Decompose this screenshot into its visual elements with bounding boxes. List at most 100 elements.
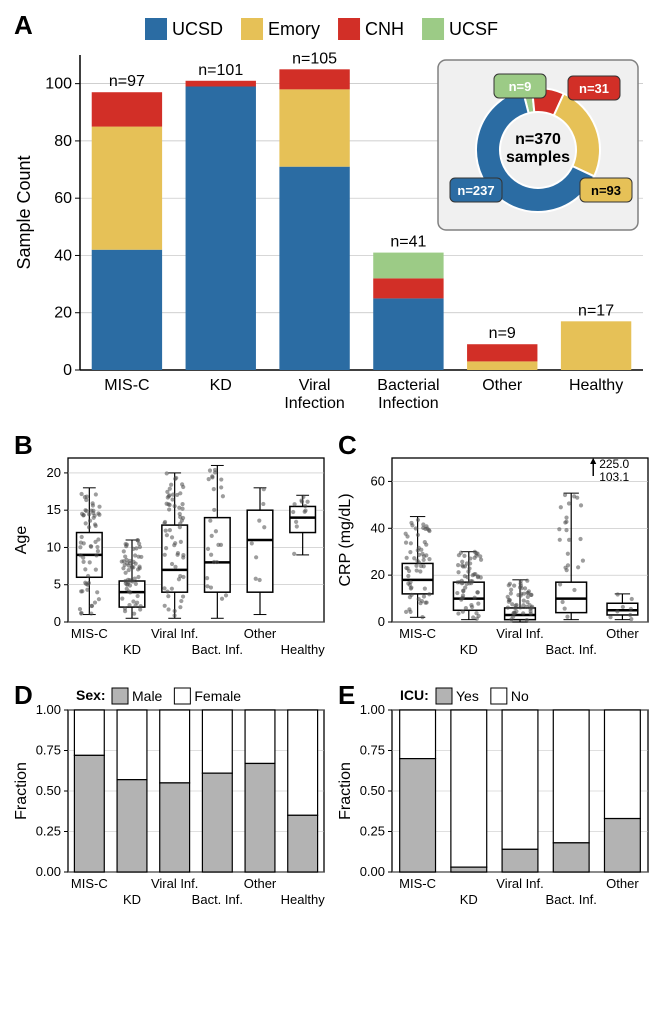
svg-text:Fraction: Fraction	[13, 762, 30, 820]
svg-text:Bact. Inf.: Bact. Inf.	[192, 642, 243, 657]
svg-text:0.25: 0.25	[36, 824, 61, 839]
svg-text:Viral: Viral	[299, 377, 331, 394]
svg-text:Male: Male	[132, 688, 163, 704]
svg-text:Sex:: Sex:	[76, 687, 106, 703]
svg-text:Sample Count: Sample Count	[14, 155, 34, 269]
svg-text:20: 20	[54, 305, 72, 322]
svg-text:KD: KD	[460, 642, 478, 657]
svg-text:0.75: 0.75	[36, 743, 61, 758]
svg-text:0.75: 0.75	[360, 743, 385, 758]
svg-text:Fraction: Fraction	[337, 762, 354, 820]
svg-text:CRP (mg/dL): CRP (mg/dL)	[337, 493, 354, 586]
svg-text:Healthy: Healthy	[281, 892, 326, 907]
svg-text:samples: samples	[506, 149, 570, 166]
svg-text:Age: Age	[13, 526, 30, 555]
panel-a: A 0 20 40 60 80 100 Sample Count n=97 MIS-C n=101…	[10, 10, 658, 430]
svg-text:Infection: Infection	[378, 395, 438, 412]
svg-text:MIS-C: MIS-C	[104, 377, 149, 394]
svg-text:0: 0	[54, 614, 61, 629]
svg-text:60: 60	[54, 190, 72, 207]
svg-text:Healthy: Healthy	[569, 377, 623, 394]
svg-text:0.25: 0.25	[360, 824, 385, 839]
svg-text:Other: Other	[482, 377, 523, 394]
svg-text:Healthy: Healthy	[281, 642, 326, 657]
svg-text:MIS-C: MIS-C	[399, 876, 436, 891]
svg-text:Viral Inf.: Viral Inf.	[496, 876, 543, 891]
svg-text:0.00: 0.00	[360, 864, 385, 879]
svg-text:KD: KD	[460, 892, 478, 907]
panel-c: C 0 20 40 60 CRP (mg/dL) MIS-C KD Viral Inf.Bac…	[334, 430, 658, 680]
svg-text:ICU:: ICU:	[400, 687, 429, 703]
svg-text:20: 20	[371, 567, 385, 582]
svg-text:Female: Female	[194, 688, 241, 704]
panel-c-svg: 0 20 40 60 CRP (mg/dL) MIS-C KD Viral Inf.Bact.…	[334, 430, 658, 680]
svg-text:n=93: n=93	[591, 183, 621, 198]
svg-text:KD: KD	[123, 892, 141, 907]
svg-text:MIS-C: MIS-C	[71, 626, 108, 641]
svg-text:15: 15	[47, 502, 61, 517]
svg-text:0.50: 0.50	[360, 783, 385, 798]
svg-text:40: 40	[54, 247, 72, 264]
svg-text:n=237: n=237	[457, 183, 494, 198]
svg-text:5: 5	[54, 577, 61, 592]
figure: A 020406080100Sample Countn=97MIS-Cn=101…	[10, 10, 658, 930]
svg-text:60: 60	[371, 473, 385, 488]
svg-text:n=370: n=370	[515, 131, 561, 148]
svg-text:0.50: 0.50	[36, 783, 61, 798]
svg-text:Bact. Inf.: Bact. Inf.	[192, 892, 243, 907]
panel-d-label: D	[14, 680, 33, 711]
svg-text:0.00: 0.00	[36, 864, 61, 879]
svg-text:Other: Other	[244, 876, 277, 891]
panel-b-svg: 0 5 10 15 20 Age MIS-C KD Viral Inf.Bact. Inf.Ot…	[10, 430, 334, 680]
svg-text:100: 100	[45, 76, 72, 93]
svg-text:20: 20	[47, 465, 61, 480]
panel-c-label: C	[338, 430, 357, 461]
panel-b: B 0 5 10 15 20 Age MIS-C KD Viral Inf.Bact. Inf.…	[10, 430, 334, 680]
svg-text:Viral Inf.: Viral Inf.	[151, 626, 198, 641]
row-bc: B 05101520AgeMIS-CKDViral Inf.Bact. Inf.…	[10, 430, 658, 680]
row-de: D 0.00 0.25 0.50 0.75 1.00 Fraction MIS-C KD Vir…	[10, 680, 658, 930]
svg-text:Viral Inf.: Viral Inf.	[496, 626, 543, 641]
svg-text:n=9: n=9	[509, 79, 532, 94]
svg-text:1.00: 1.00	[36, 702, 61, 717]
svg-text:n=17: n=17	[578, 302, 614, 319]
svg-text:40: 40	[371, 520, 385, 535]
svg-text:80: 80	[54, 133, 72, 150]
panel-e: E 0.00 0.25 0.50 0.75 1.00 Fraction MIS-C KD Vir…	[334, 680, 658, 930]
svg-text:n=31: n=31	[579, 81, 609, 96]
svg-text:Bacterial: Bacterial	[377, 377, 439, 394]
svg-text:Other: Other	[244, 626, 277, 641]
svg-text:0: 0	[63, 362, 72, 379]
panel-e-svg: 0.00 0.25 0.50 0.75 1.00 Fraction MIS-C KD Viral…	[334, 680, 658, 930]
svg-text:n=41: n=41	[390, 234, 426, 251]
svg-text:n=97: n=97	[109, 73, 145, 90]
svg-text:Other: Other	[606, 626, 639, 641]
svg-text:103.1: 103.1	[599, 470, 629, 484]
svg-text:KD: KD	[123, 642, 141, 657]
panel-d-svg: 0.00 0.25 0.50 0.75 1.00 Fraction MIS-C KD Viral…	[10, 680, 334, 930]
svg-text:UCSD: UCSD	[172, 19, 223, 39]
svg-text:KD: KD	[210, 377, 232, 394]
svg-text:MIS-C: MIS-C	[399, 626, 436, 641]
svg-text:Yes: Yes	[456, 688, 479, 704]
svg-text:Infection: Infection	[284, 395, 344, 412]
svg-text:Bact. Inf.: Bact. Inf.	[546, 642, 597, 657]
svg-text:MIS-C: MIS-C	[71, 876, 108, 891]
svg-text:CNH: CNH	[365, 19, 404, 39]
svg-text:Emory: Emory	[268, 19, 320, 39]
svg-text:Bact. Inf.: Bact. Inf.	[546, 892, 597, 907]
panel-d: D 0.00 0.25 0.50 0.75 1.00 Fraction MIS-C KD Vir…	[10, 680, 334, 930]
svg-text:225.0: 225.0	[599, 457, 629, 471]
svg-text:Viral Inf.: Viral Inf.	[151, 876, 198, 891]
svg-text:10: 10	[47, 539, 61, 554]
svg-text:No: No	[511, 688, 529, 704]
panel-e-label: E	[338, 680, 355, 711]
panel-a-svg: 0 20 40 60 80 100 Sample Count n=97 MIS-C n=101 KD…	[10, 10, 658, 430]
svg-text:n=105: n=105	[292, 50, 337, 67]
svg-text:0: 0	[378, 614, 385, 629]
panel-b-label: B	[14, 430, 33, 461]
svg-text:n=101: n=101	[198, 62, 243, 79]
panel-a-label: A	[14, 10, 33, 41]
svg-text:1.00: 1.00	[360, 702, 385, 717]
svg-text:Other: Other	[606, 876, 639, 891]
